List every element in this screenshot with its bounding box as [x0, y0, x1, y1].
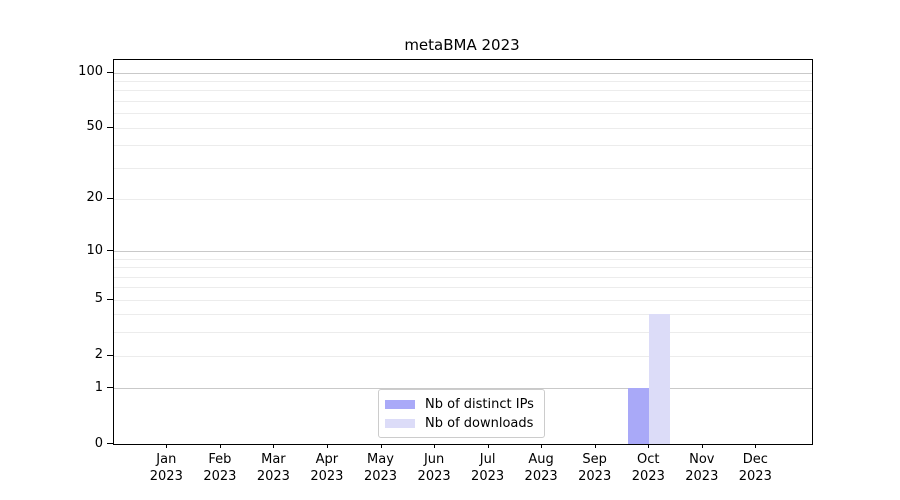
minor-gridline-8	[114, 267, 812, 269]
major-gridline-1	[114, 388, 812, 390]
y-tick-label-10: 10	[86, 242, 103, 258]
x-tick-label-may-2023: May 2023	[363, 452, 398, 484]
x-tick-apr-2023	[326, 444, 328, 448]
x-tick-nov-2023	[701, 444, 703, 448]
y-tick-2	[107, 354, 113, 356]
x-tick-label-apr-2023: Apr 2023	[310, 452, 344, 484]
y-tick-label-0: 0	[94, 435, 103, 451]
y-tick-label-20: 20	[86, 190, 103, 206]
bar-nb-of-distinct-ips-oct-2023	[628, 388, 650, 444]
chart-title: metaBMA 2023	[404, 36, 520, 54]
legend-label-distinct-ips: Nb of distinct IPs	[425, 397, 534, 412]
y-tick-label-5: 5	[94, 291, 103, 307]
minor-gridline-5	[114, 299, 812, 301]
minor-gridline-7	[114, 276, 812, 278]
legend-row-distinct-ips: Nb of distinct IPs	[385, 396, 537, 413]
minor-gridline-40	[114, 145, 812, 147]
x-tick-jun-2023	[434, 444, 436, 448]
x-tick-label-nov-2023: Nov 2023	[685, 452, 719, 484]
x-tick-oct-2023	[648, 444, 650, 448]
y-tick-20	[107, 197, 113, 199]
bar-nb-of-downloads-oct-2023	[649, 314, 671, 444]
x-tick-dec-2023	[755, 444, 757, 448]
minor-gridline-70	[114, 100, 812, 102]
y-tick-label-100: 100	[78, 64, 103, 79]
minor-gridline-30	[114, 167, 812, 169]
legend: Nb of distinct IPs Nb of downloads	[378, 389, 545, 438]
x-tick-label-dec-2023: Dec 2023	[738, 452, 772, 484]
legend-swatch-downloads	[385, 419, 415, 428]
y-tick-100	[107, 71, 113, 73]
y-tick-10	[107, 250, 113, 251]
minor-gridline-60	[114, 113, 812, 115]
y-tick-label-2: 2	[94, 347, 103, 363]
x-tick-sep-2023	[594, 444, 596, 448]
y-tick-label-1: 1	[94, 379, 103, 395]
x-tick-label-jan-2023: Jan 2023	[149, 452, 183, 484]
minor-gridline-20	[114, 198, 812, 200]
minor-gridline-9	[114, 258, 812, 260]
x-tick-feb-2023	[219, 444, 221, 448]
legend-label-downloads: Nb of downloads	[425, 416, 534, 431]
x-tick-label-jul-2023: Jul 2023	[471, 452, 505, 484]
legend-swatch-distinct-ips	[385, 400, 415, 409]
minor-gridline-80	[114, 90, 812, 92]
y-tick-label-50: 50	[86, 119, 103, 134]
x-tick-label-sep-2023: Sep 2023	[578, 452, 612, 484]
x-tick-label-aug-2023: Aug 2023	[524, 452, 558, 484]
minor-gridline-2	[114, 355, 812, 357]
minor-gridline-90	[114, 80, 812, 82]
x-tick-mar-2023	[273, 444, 275, 448]
x-tick-jan-2023	[166, 444, 168, 448]
x-tick-label-feb-2023: Feb 2023	[203, 452, 237, 484]
x-tick-label-oct-2023: Oct 2023	[631, 452, 665, 484]
x-tick-jul-2023	[487, 444, 489, 448]
minor-gridline-50	[114, 127, 812, 129]
y-tick-5	[107, 298, 113, 300]
legend-row-downloads: Nb of downloads	[385, 415, 537, 432]
y-tick-50	[107, 126, 113, 128]
major-gridline-10	[114, 251, 812, 252]
y-tick-0	[107, 443, 113, 444]
x-tick-label-mar-2023: Mar 2023	[256, 452, 290, 484]
minor-gridline-3	[114, 332, 812, 334]
x-tick-label-jun-2023: Jun 2023	[417, 452, 451, 484]
minor-gridline-4	[114, 314, 812, 316]
minor-gridline-6	[114, 287, 812, 289]
x-tick-aug-2023	[541, 444, 543, 448]
y-tick-1	[107, 387, 113, 389]
x-tick-may-2023	[380, 444, 382, 448]
plot-area	[113, 59, 813, 445]
major-gridline-100	[114, 72, 812, 74]
